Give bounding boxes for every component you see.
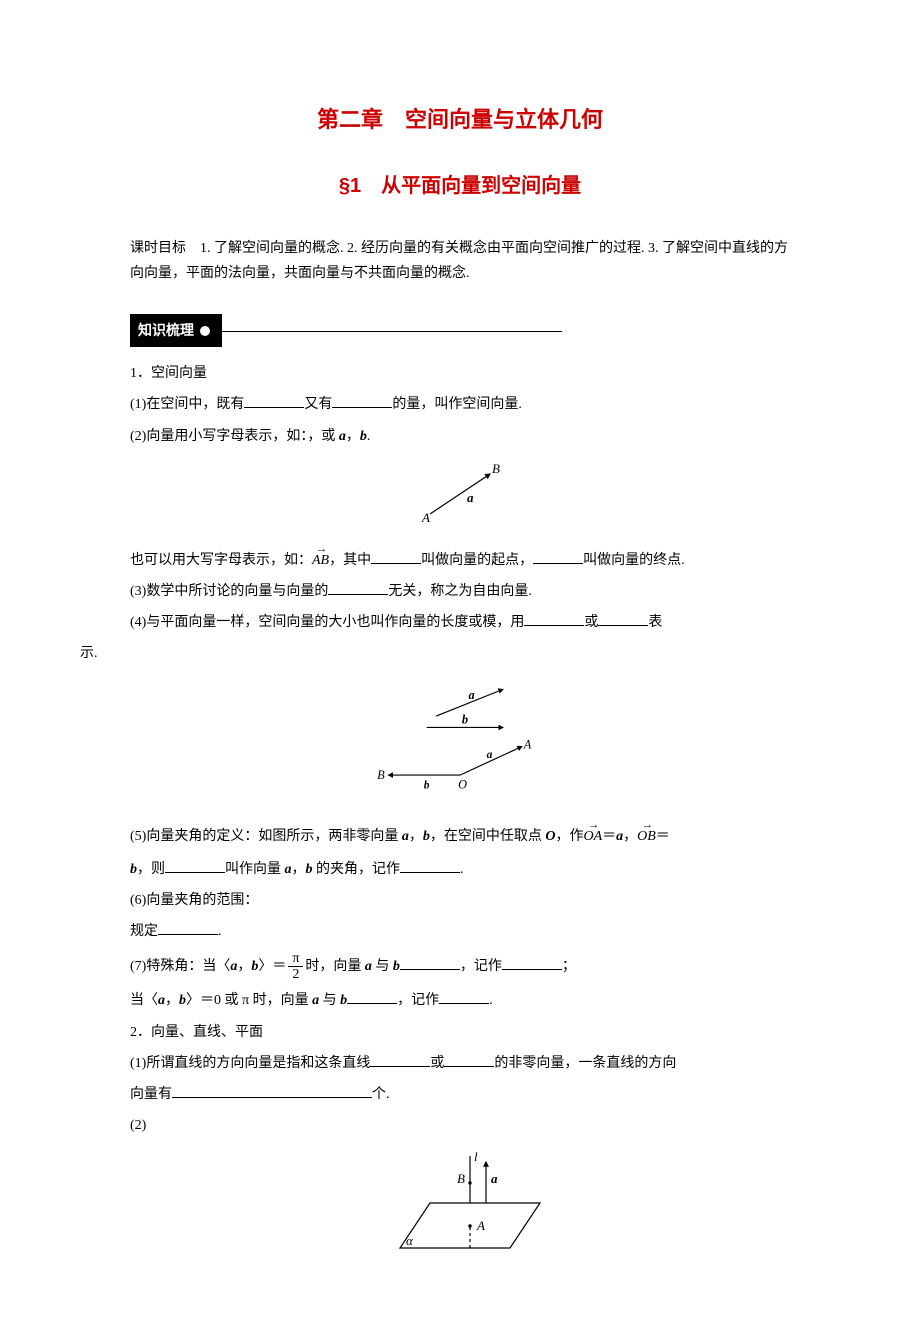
svg-text:α: α — [406, 1233, 414, 1248]
item-5: (5)向量夹角的定义：如图所示，两非零向量 a，b，在空间中任取点 O，作OA＝… — [130, 824, 790, 849]
section-badge: 知识梳理 — [130, 314, 222, 347]
badge-label: 知识梳理 — [138, 322, 194, 338]
svg-text:O: O — [458, 777, 467, 791]
svg-text:a: a — [487, 749, 493, 761]
figure-3: α l A B a — [130, 1148, 790, 1267]
blank — [347, 989, 397, 1004]
blank — [371, 549, 421, 564]
svg-text:l: l — [474, 1149, 478, 1164]
section-badge-row: 知识梳理 — [130, 314, 790, 361]
item-2-1: (1)所谓直线的方向向量是指和这条直线或的非零向量，一条直线的方向 — [130, 1051, 790, 1076]
fig1-B: B — [492, 461, 500, 476]
blank — [158, 920, 218, 935]
blank — [502, 954, 562, 969]
item-7: (7)特殊角：当〈a，b〉＝π2时，向量 a 与 b，记作； — [130, 951, 790, 983]
svg-text:a: a — [469, 688, 475, 702]
item-2-1-line2: 向量有个. — [130, 1082, 790, 1107]
svg-text:a: a — [491, 1171, 498, 1186]
figure-1: A B a — [130, 459, 790, 538]
blank — [533, 549, 583, 564]
item-3: (3)数学中所讨论的向量与向量的无关，称之为自由向量. — [130, 579, 790, 604]
goal-label: 课时目标 — [130, 241, 186, 256]
svg-text:b: b — [424, 779, 430, 791]
item-1: (1)在空间中，既有又有的量，叫作空间向量. — [130, 392, 790, 417]
item-2-2: (2) — [130, 1113, 790, 1138]
section-title: §1 从平面向量到空间向量 — [130, 168, 790, 204]
item-6: (6)向量夹角的范围： — [130, 888, 790, 913]
badge-dot — [200, 326, 210, 336]
svg-text:b: b — [462, 712, 468, 726]
lesson-goal: 课时目标 1. 了解空间向量的概念. 2. 经历向量的有关概念由平面向空间推广的… — [130, 236, 790, 286]
goal-text: 1. 了解空间向量的概念. 2. 经历向量的有关概念由平面向空间推广的过程. 3… — [130, 241, 788, 281]
svg-text:B: B — [457, 1171, 465, 1186]
item-2: (2)向量用小写字母表示，如：，或 a，b. — [130, 424, 790, 449]
item-5-line2: b，则叫作向量 a，b 的夹角，记作. — [130, 857, 790, 882]
blank — [400, 954, 460, 969]
vector-OA: OA — [583, 824, 602, 849]
vector-AB: AB — [312, 548, 329, 573]
blank — [524, 611, 584, 626]
blank — [400, 858, 460, 873]
blank — [165, 858, 225, 873]
item-6-line2: 规定. — [130, 919, 790, 944]
blank — [244, 393, 304, 408]
blank — [444, 1051, 494, 1066]
svg-text:A: A — [523, 737, 532, 751]
chapter-title: 第二章 空间向量与立体几何 — [130, 100, 790, 140]
blank — [598, 611, 648, 626]
blank — [370, 1051, 430, 1066]
blank — [332, 393, 392, 408]
fig1-A: A — [421, 510, 430, 525]
heading-1: 1．空间向量 — [130, 361, 790, 386]
figure-2: a b a A b B O — [130, 677, 790, 806]
fraction-pi-2: π2 — [288, 951, 303, 983]
item-4: (4)与平面向量一样，空间向量的大小也叫作向量的长度或模，用或表 — [130, 610, 790, 635]
item-4-line2: 示. — [80, 641, 790, 666]
blank — [439, 989, 489, 1004]
blank — [172, 1083, 372, 1098]
item-7-line2: 当〈a，b〉＝0 或 π 时，向量 a 与 b，记作. — [130, 988, 790, 1013]
fig1-a: a — [467, 490, 474, 505]
svg-text:A: A — [476, 1218, 485, 1233]
heading-2: 2．向量、直线、平面 — [130, 1020, 790, 1045]
svg-text:B: B — [377, 768, 385, 782]
item-2b: 也可以用大写字母表示，如：AB，其中叫做向量的起点，叫做向量的终点. — [130, 548, 790, 573]
blank — [328, 580, 388, 595]
vector-OB: OB — [637, 824, 656, 849]
